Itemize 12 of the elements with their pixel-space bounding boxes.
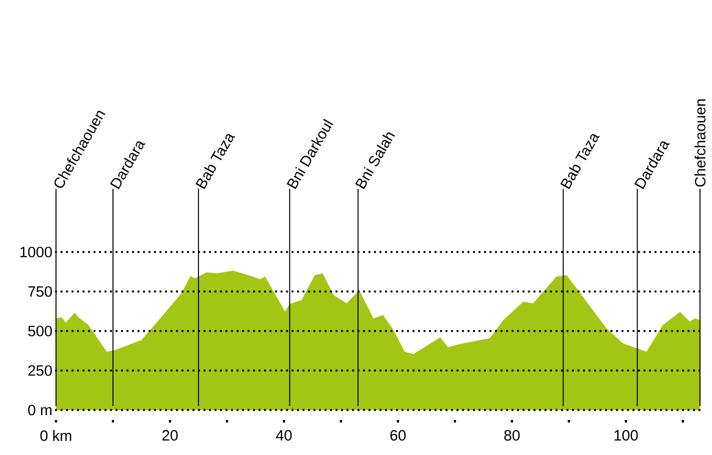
y-tick-label: 1000 xyxy=(20,246,52,258)
x-tick-label: 100 xyxy=(614,430,638,441)
x-tick-label: 20 xyxy=(162,430,178,441)
y-tick-label: 0 m xyxy=(28,404,52,416)
x-tick-label: 0 km xyxy=(40,430,72,441)
ref-line-label: Chefchaouen xyxy=(694,99,706,187)
x-tick-label: 40 xyxy=(276,430,292,441)
y-tick-label: 250 xyxy=(28,365,52,376)
x-tick-label: 60 xyxy=(390,430,406,441)
y-tick-label: 500 xyxy=(28,326,52,336)
x-tick-label: 80 xyxy=(504,430,520,441)
y-tick-label: 750 xyxy=(28,286,52,297)
